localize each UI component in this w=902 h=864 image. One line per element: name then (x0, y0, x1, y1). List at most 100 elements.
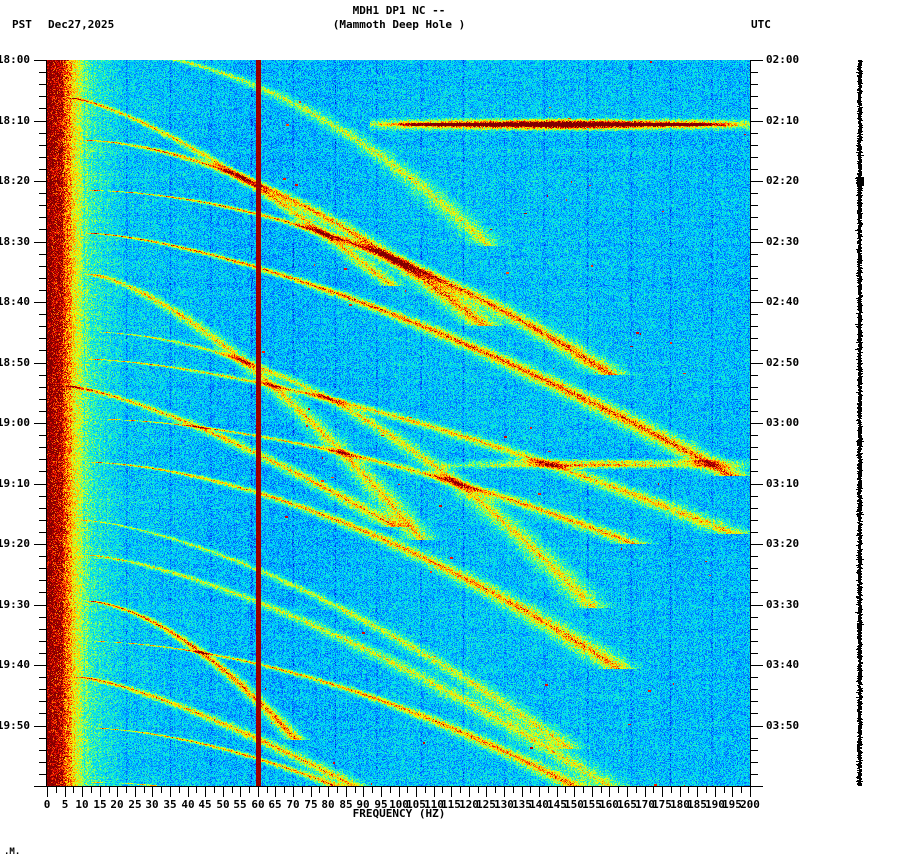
y-tick-minor-left (39, 762, 46, 763)
y-tick-minor-left (39, 350, 46, 351)
time-label-pst: 18:10 (0, 114, 30, 127)
y-tick-minor-left (39, 459, 46, 460)
x-tick-minor (73, 787, 74, 793)
y-tick-minor-right (751, 145, 758, 146)
frequency-tick-label: 45 (198, 798, 212, 811)
y-tick-minor-left (39, 508, 46, 509)
time-label-pst: 19:00 (0, 416, 30, 429)
y-tick-minor-right (751, 653, 758, 654)
y-tick-minor-left (39, 108, 46, 109)
y-tick-minor-right (751, 629, 758, 630)
frequency-tick-label: 130 (494, 798, 514, 811)
time-label-pst: 19:10 (0, 477, 30, 490)
y-tick-major-right (751, 363, 763, 364)
y-tick-major-right (751, 302, 763, 303)
y-tick-minor-left (39, 653, 46, 654)
y-tick-minor-right (751, 411, 758, 412)
y-tick-minor-right (751, 762, 758, 763)
y-tick-minor-right (751, 459, 758, 460)
y-tick-minor-right (751, 72, 758, 73)
frequency-tick-label: 105 (406, 798, 426, 811)
y-tick-minor-left (39, 496, 46, 497)
time-label-utc: 02:00 (766, 53, 800, 66)
x-tick-minor (601, 787, 602, 793)
frequency-tick-label: 35 (163, 798, 177, 811)
x-tick-major (100, 787, 101, 797)
frequency-tick-label: 20 (110, 798, 124, 811)
y-tick-minor-right (751, 387, 758, 388)
y-tick-minor-left (39, 217, 46, 218)
x-tick-major (469, 787, 470, 797)
y-tick-minor-left (39, 399, 46, 400)
y-tick-minor-right (751, 532, 758, 533)
x-tick-minor (284, 787, 285, 793)
y-tick-minor-left (39, 169, 46, 170)
y-tick-major-left (34, 363, 46, 364)
y-tick-minor-right (751, 556, 758, 557)
x-tick-minor (144, 787, 145, 793)
time-label-utc: 03:40 (766, 658, 800, 671)
frequency-tick-label: 0 (43, 798, 51, 811)
helicorder-canvas (855, 60, 864, 786)
frequency-tick-label: 145 (547, 798, 567, 811)
y-axis-right-line (750, 60, 751, 786)
time-label-pst: 19:40 (0, 658, 30, 671)
y-tick-minor-right (751, 157, 758, 158)
y-tick-minor-left (39, 314, 46, 315)
x-tick-minor (126, 787, 127, 793)
frequency-tick-label: 165 (617, 798, 637, 811)
y-tick-major-right (751, 605, 763, 606)
time-label-pst: 19:30 (0, 598, 30, 611)
frequency-tick-label: 115 (441, 798, 461, 811)
y-tick-minor-right (751, 169, 758, 170)
time-label-pst: 19:50 (0, 719, 30, 732)
y-tick-major-right (751, 60, 763, 61)
y-tick-minor-left (39, 532, 46, 533)
x-tick-major (627, 787, 628, 797)
y-tick-minor-left (39, 84, 46, 85)
x-tick-minor (355, 787, 356, 793)
frequency-tick-label: 55 (233, 798, 247, 811)
y-tick-minor-left (39, 447, 46, 448)
y-tick-major-right (751, 242, 763, 243)
y-tick-minor-left (39, 435, 46, 436)
x-tick-minor (583, 787, 584, 793)
corner-glyph: .M. (4, 847, 21, 857)
frequency-tick-label: 80 (321, 798, 335, 811)
y-tick-minor-right (751, 84, 758, 85)
frequency-tick-label: 65 (268, 798, 282, 811)
station-title-line1-text: MDH1 DP1 NC -- (352, 4, 446, 17)
y-tick-minor-right (751, 592, 758, 593)
frequency-tick-label: 10 (75, 798, 89, 811)
y-tick-minor-right (751, 290, 758, 291)
spectrogram-canvas (47, 60, 750, 786)
x-tick-major (715, 787, 716, 797)
header-timezone-right: UTC (751, 18, 771, 31)
y-tick-minor-left (39, 580, 46, 581)
time-label-utc: 02:50 (766, 356, 800, 369)
time-label-pst: 18:40 (0, 295, 30, 308)
y-tick-major-left (34, 665, 46, 666)
x-tick-major (188, 787, 189, 797)
x-tick-minor (214, 787, 215, 793)
x-tick-major (434, 787, 435, 797)
y-tick-minor-right (751, 133, 758, 134)
y-tick-minor-right (751, 108, 758, 109)
y-tick-minor-right (751, 217, 758, 218)
y-tick-minor-left (39, 629, 46, 630)
x-tick-major (574, 787, 575, 797)
x-tick-major (504, 787, 505, 797)
x-tick-major (416, 787, 417, 797)
x-tick-major (592, 787, 593, 797)
x-tick-major (346, 787, 347, 797)
station-title-line2-text: (Mammoth Deep Hole ) (332, 18, 466, 31)
frequency-tick-label: 15 (93, 798, 107, 811)
y-tick-major-left (34, 484, 46, 485)
y-tick-minor-right (751, 677, 758, 678)
y-tick-major-right (751, 665, 763, 666)
x-tick-major (293, 787, 294, 797)
x-tick-major (662, 787, 663, 797)
x-tick-minor (741, 787, 742, 793)
x-tick-major (258, 787, 259, 797)
y-tick-minor-left (39, 266, 46, 267)
